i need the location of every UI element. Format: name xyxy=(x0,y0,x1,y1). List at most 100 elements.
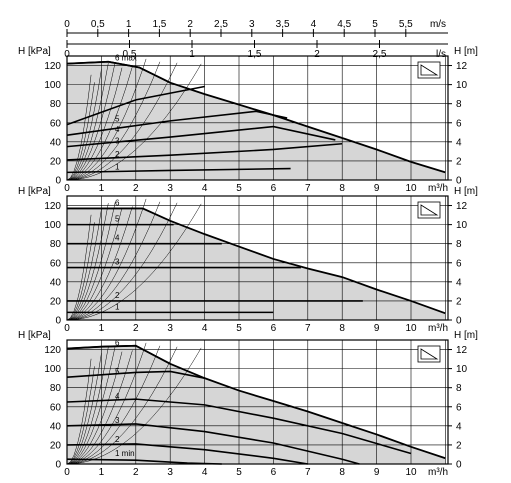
x-tick-label: 8 xyxy=(339,183,345,194)
y-left-tick-label: 80 xyxy=(50,383,62,394)
y-left-tick-label: 80 xyxy=(50,99,62,110)
system-curve xyxy=(66,198,147,321)
x-tick-label: 10 xyxy=(405,183,417,194)
system-curve xyxy=(66,62,116,181)
y-right-tick-label: 2 xyxy=(456,156,462,167)
x-tick-label: 2 xyxy=(133,323,139,334)
x-tick-label: 0 xyxy=(64,323,70,334)
y-right-tick-label: 2 xyxy=(456,440,462,451)
y-right-axis-label: H [m] xyxy=(454,46,478,57)
y-right-tick-label: 10 xyxy=(456,364,468,375)
system-curve xyxy=(66,206,133,321)
x-tick-label: 4 xyxy=(202,467,208,478)
y-right-tick-label: 12 xyxy=(456,345,468,356)
x-tick-label: 10 xyxy=(405,467,417,478)
system-curve xyxy=(66,346,178,465)
y-right-tick-label: 6 xyxy=(456,402,462,413)
setting-curve-label: 3 xyxy=(115,137,120,146)
setting-curve-label: 4 xyxy=(115,234,120,243)
ms-tick-label: 4 xyxy=(311,19,317,30)
setting-curve-label: 4 xyxy=(115,392,120,401)
icon-curve xyxy=(420,204,439,216)
setting-curve-line xyxy=(66,458,222,465)
system-curve xyxy=(66,67,123,181)
icon-curve xyxy=(420,348,439,360)
system-curve xyxy=(66,202,178,321)
setting-curve-line xyxy=(66,142,343,161)
setting-curve-line xyxy=(66,60,171,84)
y-left-tick-label: 40 xyxy=(50,277,62,288)
setting-curve-line xyxy=(66,398,412,455)
ls-tick-label: 1,5 xyxy=(248,49,262,60)
system-curve xyxy=(66,353,102,465)
ls-tick-label: 2 xyxy=(314,49,320,60)
system-curve xyxy=(66,222,95,321)
x-tick-label: 2 xyxy=(133,183,139,194)
x-axis-label: m³/h xyxy=(428,467,448,478)
x-tick-label: 8 xyxy=(339,323,345,334)
y-left-tick-label: 100 xyxy=(44,220,61,231)
y-left-tick-label: 60 xyxy=(50,258,62,269)
ms-tick-label: 2,5 xyxy=(214,19,228,30)
setting-curve-label: 5 xyxy=(115,215,120,224)
ms-tick-label: 1,5 xyxy=(152,19,166,30)
y-right-tick-label: 12 xyxy=(456,61,468,72)
x-tick-label: 6 xyxy=(271,467,277,478)
y-left-axis-label: H [kPa] xyxy=(18,330,51,341)
ms-tick-label: 3 xyxy=(249,19,255,30)
ms-tick-label: 3,5 xyxy=(276,19,290,30)
constant-speed-icon xyxy=(417,345,441,363)
system-curve xyxy=(66,58,147,181)
ms-tick-label: 2 xyxy=(187,19,193,30)
system-curve xyxy=(66,358,92,465)
y-left-tick-label: 100 xyxy=(44,364,61,375)
setting-curve-label: 2 xyxy=(115,150,120,159)
x-tick-label: 9 xyxy=(374,183,380,194)
ms-tick-label: 4,5 xyxy=(337,19,351,30)
system-curve xyxy=(66,203,202,321)
x-tick-label: 7 xyxy=(305,467,311,478)
ls-tick-label: 0 xyxy=(64,49,70,60)
x-tick-label: 5 xyxy=(236,183,242,194)
system-curve xyxy=(66,201,161,321)
y-left-tick-label: 20 xyxy=(50,156,62,167)
ms-tick-label: 5 xyxy=(372,19,378,30)
y-right-tick-label: 4 xyxy=(456,137,462,148)
x-tick-label: 4 xyxy=(202,323,208,334)
system-curve xyxy=(66,214,92,321)
x-tick-label: 9 xyxy=(374,323,380,334)
y-right-tick-label: 6 xyxy=(456,118,462,129)
operating-area xyxy=(67,208,446,320)
setting-curve-label: 6 max xyxy=(115,54,137,63)
x-tick-label: 6 xyxy=(271,183,277,194)
setting-curve-line xyxy=(66,110,288,136)
plot-frame xyxy=(66,195,449,321)
setting-curve-label: 1 min xyxy=(115,449,135,458)
setting-curve-label: 2 xyxy=(115,291,120,300)
setting-curve-label: 1 xyxy=(115,302,120,311)
system-curve xyxy=(66,82,95,181)
y-right-tick-label: 8 xyxy=(456,383,462,394)
setting-curve-line xyxy=(66,443,308,465)
ls-tick-label: 1 xyxy=(189,49,195,60)
y-right-tick-label: 8 xyxy=(456,99,462,110)
y-left-tick-label: 60 xyxy=(50,118,62,129)
y-left-tick-label: 0 xyxy=(55,460,61,471)
y-left-tick-label: 20 xyxy=(50,440,62,451)
y-left-tick-label: 20 xyxy=(50,296,62,307)
system-curve xyxy=(66,346,116,465)
y-right-axis-label: H [m] xyxy=(454,330,478,341)
y-right-tick-label: 0 xyxy=(456,316,462,327)
x-tick-label: 1 xyxy=(99,467,105,478)
setting-curve-line xyxy=(66,423,360,465)
y-left-axis-label: H [kPa] xyxy=(18,46,51,57)
setting-curve-line xyxy=(66,125,336,148)
y-right-tick-label: 8 xyxy=(456,239,462,250)
x-tick-label: 3 xyxy=(167,467,173,478)
y-right-tick-label: 4 xyxy=(456,421,462,432)
setting-curve-line xyxy=(66,370,205,379)
x-tick-label: 7 xyxy=(305,323,311,334)
system-curve xyxy=(66,63,202,181)
